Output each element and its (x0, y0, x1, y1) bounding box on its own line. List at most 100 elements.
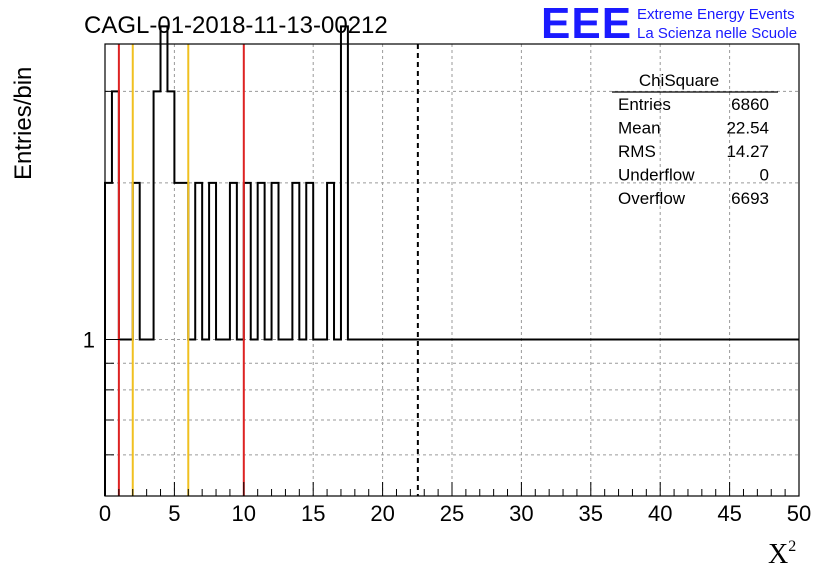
histogram-bin (702, 339, 709, 496)
histogram-bin (535, 339, 542, 496)
histogram-bin (223, 339, 230, 496)
eee-logo: EEE Extreme Energy Events La Scienza nel… (541, 0, 797, 48)
histogram-bin (466, 339, 473, 496)
stats-value: 6693 (731, 189, 769, 208)
histogram-bin (438, 339, 445, 496)
histogram-bin (341, 26, 348, 496)
histogram-bin (695, 339, 702, 496)
histogram-bin (306, 183, 313, 496)
histogram-bin (723, 339, 730, 496)
histogram-bin (258, 183, 265, 496)
histogram-bin (591, 339, 598, 496)
histogram-bin (632, 339, 639, 496)
histogram-bin (709, 339, 716, 496)
histogram-bin (279, 339, 286, 496)
histogram-bin (570, 339, 577, 496)
histogram-bin (348, 339, 355, 496)
histogram-bin (549, 339, 556, 496)
stats-label: Underflow (618, 166, 695, 185)
histogram-bin (514, 339, 521, 496)
histogram-bin (487, 339, 494, 496)
histogram-bin (396, 339, 403, 496)
histogram-bin (528, 339, 535, 496)
histogram-bin (681, 339, 688, 496)
stats-rows: Entries 6860 Mean 22.54 RMS 14.27 Underflow 0 Ov… (618, 95, 769, 208)
histogram-bin (542, 339, 549, 496)
histogram-bin (299, 339, 306, 496)
histogram-bin (556, 339, 563, 496)
histogram-bin (480, 339, 487, 496)
x-tick-label: 20 (370, 501, 394, 526)
stats-value: 14.27 (726, 142, 769, 161)
y-tick-label: 1 (83, 327, 95, 352)
histogram-bin (327, 183, 334, 496)
histogram-bin (140, 339, 147, 496)
histogram-bin (167, 91, 174, 496)
histogram-bin (320, 339, 327, 496)
x-tick-label: 30 (509, 501, 533, 526)
histogram-bin (501, 339, 508, 496)
histogram-bin (584, 339, 591, 496)
histogram-bin (390, 339, 397, 496)
histogram-bin (764, 339, 771, 496)
histogram-bin (174, 183, 181, 496)
histogram-bin (653, 339, 660, 496)
histogram-bin (410, 339, 417, 496)
histogram-bin (743, 339, 750, 496)
histogram-bin (778, 339, 785, 496)
histogram-bin (577, 339, 584, 496)
histogram-bin (737, 339, 744, 496)
histogram-bin (355, 339, 362, 496)
stats-box: ChiSquare Entries 6860 Mean 22.54 RMS 14.27 Un… (612, 71, 778, 208)
histogram-bin (459, 339, 466, 496)
x-tick-labels: 0 5 10 15 20 25 30 35 40 45 50 (99, 501, 811, 526)
x-tick-label: 25 (440, 501, 464, 526)
histogram-bin (626, 339, 633, 496)
y-tick-labels: 1 (83, 327, 95, 352)
y-axis-label: Entries/bin (10, 67, 37, 180)
x-tick-label: 50 (787, 501, 811, 526)
histogram-bin (188, 339, 195, 496)
x-tick-label: 40 (648, 501, 672, 526)
x-tick-label: 15 (301, 501, 325, 526)
logo-line-2: La Scienza nelle Scuole (637, 25, 797, 42)
histogram-bin (598, 339, 605, 496)
logo-line-1: Extreme Energy Events (637, 6, 795, 23)
histogram-bin (237, 339, 244, 496)
histogram-bin (265, 339, 272, 496)
histogram-bin (771, 339, 778, 496)
histogram-bin (639, 339, 646, 496)
stats-label: Entries (618, 95, 671, 114)
histogram-bin (112, 91, 119, 496)
histogram-bin (195, 183, 202, 496)
histogram-bin (181, 183, 188, 496)
histogram-bin (792, 339, 799, 496)
histogram-bin (660, 339, 667, 496)
x-tick-label: 5 (168, 501, 180, 526)
histogram-bin (216, 339, 223, 496)
histogram-bin (285, 339, 292, 496)
reference-lines (117, 44, 419, 496)
histogram-bin (431, 339, 438, 496)
histogram-bin (209, 183, 216, 496)
chart-title: CAGL-01-2018-11-13-00212 (84, 12, 388, 39)
histogram-bin (646, 339, 653, 496)
histogram-bin (292, 183, 299, 496)
x-axis-label: X2 (768, 538, 796, 570)
histogram-bin (376, 339, 383, 496)
histogram-bin (667, 339, 674, 496)
histogram-bin (563, 339, 570, 496)
stats-value: 0 (760, 166, 769, 185)
histogram-bin (230, 183, 237, 496)
stats-label: Overflow (618, 189, 686, 208)
histogram-bin (445, 339, 452, 496)
histogram-bin (161, 26, 168, 496)
histogram-bin (424, 339, 431, 496)
histogram-bin (619, 339, 626, 496)
histogram-bin (730, 339, 737, 496)
histogram-bin (202, 339, 209, 496)
histogram-bin (508, 339, 515, 496)
histogram-bin (674, 339, 681, 496)
